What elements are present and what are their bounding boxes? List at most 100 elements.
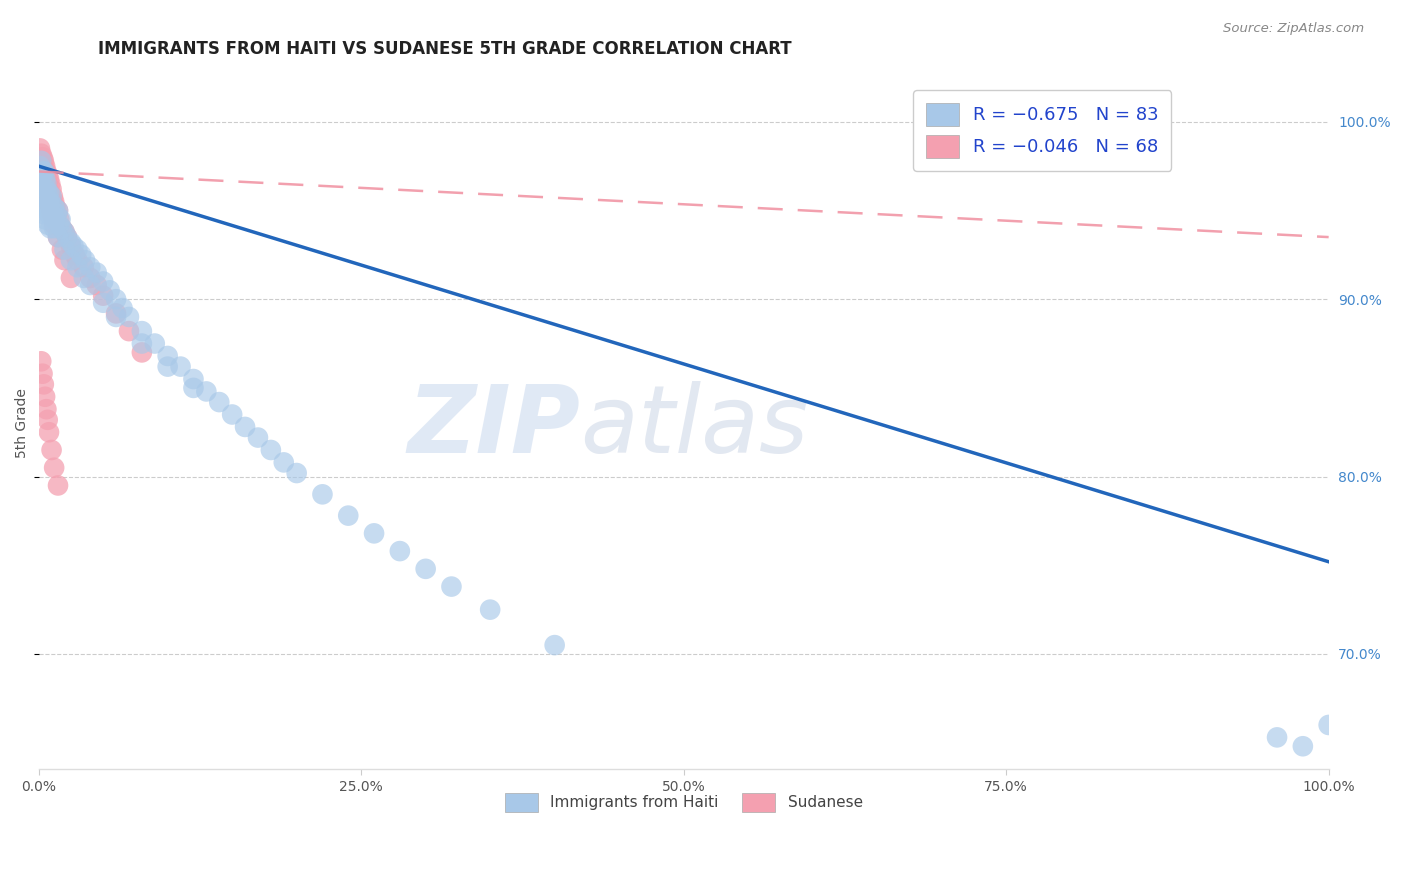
Point — [1265, 731, 1288, 745]
Point — [32, 194, 55, 209]
Point — [35, 177, 58, 191]
Point — [37, 218, 59, 232]
Point — [46, 230, 69, 244]
Point — [41, 182, 63, 196]
Point — [32, 182, 55, 196]
Point — [337, 508, 360, 523]
Point — [31, 177, 53, 191]
Point — [70, 248, 93, 262]
Point — [38, 186, 60, 200]
Point — [32, 207, 55, 221]
Point — [53, 253, 76, 268]
Point — [66, 253, 89, 268]
Point — [37, 189, 59, 203]
Point — [246, 431, 269, 445]
Point — [32, 168, 55, 182]
Point — [30, 153, 52, 168]
Point — [44, 218, 66, 232]
Point — [51, 221, 73, 235]
Point — [59, 253, 82, 268]
Point — [59, 235, 82, 250]
Point — [31, 189, 53, 203]
Point — [32, 171, 55, 186]
Point — [156, 359, 179, 374]
Point — [46, 478, 69, 492]
Point — [38, 194, 60, 209]
Point — [51, 243, 73, 257]
Point — [91, 295, 114, 310]
Point — [62, 239, 84, 253]
Point — [131, 336, 153, 351]
Point — [31, 164, 53, 178]
Point — [1317, 718, 1340, 732]
Point — [105, 306, 128, 320]
Point — [39, 200, 62, 214]
Y-axis label: 5th Grade: 5th Grade — [15, 388, 30, 458]
Point — [38, 425, 60, 440]
Point — [91, 275, 114, 289]
Point — [44, 212, 66, 227]
Point — [31, 168, 53, 182]
Point — [105, 310, 128, 324]
Point — [63, 248, 86, 262]
Point — [30, 177, 52, 191]
Point — [49, 212, 72, 227]
Point — [35, 182, 58, 196]
Point — [39, 189, 62, 203]
Point — [37, 189, 59, 203]
Point — [37, 194, 59, 209]
Point — [543, 638, 565, 652]
Point — [44, 194, 66, 209]
Point — [30, 159, 52, 173]
Point — [41, 442, 63, 457]
Point — [38, 207, 60, 221]
Point — [53, 225, 76, 239]
Point — [34, 186, 56, 200]
Point — [59, 239, 82, 253]
Point — [285, 466, 308, 480]
Point — [35, 182, 58, 196]
Text: atlas: atlas — [581, 382, 808, 473]
Point — [34, 171, 56, 186]
Point — [260, 442, 283, 457]
Point — [44, 221, 66, 235]
Point — [31, 164, 53, 178]
Point — [131, 345, 153, 359]
Point — [28, 159, 51, 173]
Point — [440, 580, 463, 594]
Point — [39, 194, 62, 209]
Point — [1292, 739, 1315, 754]
Point — [45, 207, 67, 221]
Point — [53, 243, 76, 257]
Point — [98, 283, 121, 297]
Point — [30, 159, 52, 173]
Point — [32, 377, 55, 392]
Point — [53, 225, 76, 239]
Point — [31, 186, 53, 200]
Point — [86, 278, 108, 293]
Point — [32, 153, 55, 168]
Point — [48, 218, 70, 232]
Point — [44, 460, 66, 475]
Point — [31, 150, 53, 164]
Point — [34, 171, 56, 186]
Point — [41, 207, 63, 221]
Point — [34, 177, 56, 191]
Point — [46, 230, 69, 244]
Point — [34, 200, 56, 214]
Point — [73, 260, 96, 275]
Point — [30, 354, 52, 368]
Point — [28, 141, 51, 155]
Point — [44, 200, 66, 214]
Point — [118, 324, 141, 338]
Point — [79, 278, 101, 293]
Point — [37, 413, 59, 427]
Point — [79, 271, 101, 285]
Point — [66, 260, 89, 275]
Point — [111, 301, 134, 315]
Point — [208, 395, 231, 409]
Point — [183, 381, 205, 395]
Point — [37, 182, 59, 196]
Point — [34, 390, 56, 404]
Point — [35, 177, 58, 191]
